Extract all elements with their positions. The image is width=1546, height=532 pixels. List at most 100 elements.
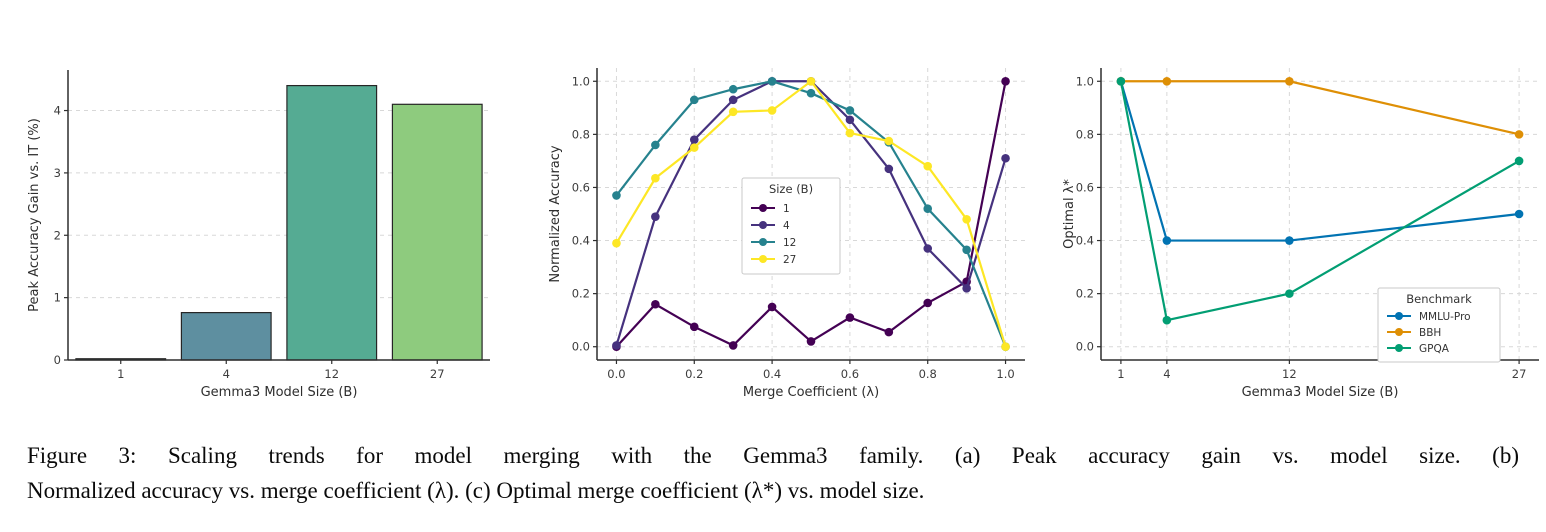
data-point-1 (806, 337, 816, 346)
data-point-12 (728, 84, 738, 94)
x-axis-label: Gemma3 Model Size (B) (201, 385, 358, 400)
legend-entry-label: 1 (783, 203, 790, 215)
caption-line-2: Normalized accuracy vs. merge coefficien… (27, 478, 925, 503)
data-point-1 (884, 327, 894, 337)
data-point-1 (845, 313, 855, 322)
legend-entry-label: MMLU-Pro (1419, 311, 1471, 323)
data-point-4 (962, 284, 971, 293)
legend-swatch-marker (1395, 344, 1403, 352)
y-tick-label: 0.0 (572, 340, 590, 354)
y-tick-label: 3 (54, 166, 61, 180)
x-tick-label: 0.2 (685, 367, 703, 381)
series (612, 76, 1010, 352)
y-tick-label: 0.6 (572, 180, 590, 194)
legend-swatch-marker (1395, 312, 1403, 320)
legend-swatch-marker (1395, 328, 1403, 336)
x-tick-label: 12 (324, 367, 339, 381)
y-tick-label: 2 (54, 228, 61, 242)
data-point-27 (767, 106, 777, 115)
data-point-4 (923, 244, 933, 253)
y-tick-label: 4 (54, 104, 61, 118)
data-point-12 (767, 76, 777, 86)
y-tick-label: 0.2 (572, 287, 590, 301)
figure-caption: Figure 3: Scaling trends for model mergi… (27, 438, 1519, 508)
data-point-1 (1001, 76, 1010, 86)
data-point-4 (651, 212, 660, 221)
data-point-GPQA (1162, 315, 1172, 325)
x-tick-label: 4 (223, 367, 230, 381)
data-point-GPQA (1116, 76, 1126, 86)
data-point-MMLU-Pro (1514, 209, 1524, 219)
data-point-12 (923, 204, 933, 213)
data-point-12 (612, 191, 621, 200)
bars (75, 84, 483, 361)
legend-box (741, 177, 841, 275)
y-tick-label: 0.4 (1076, 234, 1094, 248)
y-tick-label: 0.8 (1076, 127, 1094, 141)
data-point-27 (806, 76, 816, 86)
figure-3-panels: 1 4 12 27 0 1 2 3 4 Gemma3 Model Size (B) Peak Acc… (25, 48, 1546, 403)
data-point-27 (923, 161, 933, 171)
y-axis-label: Normalized Accuracy (548, 145, 563, 283)
data-point-12 (651, 140, 660, 150)
bar-size-27 (391, 103, 483, 361)
data-point-1 (689, 322, 699, 332)
data-point-27 (962, 215, 971, 224)
axes: 1 4 12 27 0.0 0.2 0.4 0.6 0.8 1.0 Gemma3 Model Siz… (1062, 68, 1539, 400)
series-line-BBH (1120, 80, 1520, 136)
axes: 0.0 0.2 0.4 0.6 0.8 1.0 0.0 0.2 0.4 0.6 0.8 1.0 Merg… (548, 68, 1025, 400)
x-tick-label: 4 (1163, 367, 1170, 381)
x-tick-label: 0.0 (607, 367, 625, 381)
data-point-1 (767, 302, 777, 312)
y-tick-label: 0.4 (572, 234, 590, 248)
legend-entry-label: 27 (783, 254, 796, 266)
y-axis-label: Optimal λ* (1062, 179, 1077, 249)
series-line-MMLU-Pro (1119, 80, 1520, 242)
legend-entry-label: 12 (783, 237, 796, 249)
y-tick-label: 0.0 (1076, 340, 1094, 354)
x-tick-label: 1 (1117, 367, 1124, 381)
x-tick-label: 27 (1512, 367, 1527, 381)
data-point-4 (612, 341, 621, 350)
y-tick-label: 1.0 (572, 74, 590, 88)
x-axis-label: Merge Coefficient (λ) (743, 385, 879, 400)
data-point-27 (884, 136, 894, 146)
y-tick-label: 0.8 (572, 127, 590, 141)
y-tick-label: 0 (54, 353, 61, 367)
y-tick-label: 0.2 (1076, 287, 1094, 301)
caption-line-1: Figure 3: Scaling trends for model mergi… (27, 443, 1519, 468)
bar-size-12 (286, 84, 378, 361)
data-point-12 (689, 95, 699, 105)
legend-entry-label: GPQA (1419, 343, 1450, 355)
chart-c-optimal-lambda-lines: 1 4 12 27 0.0 0.2 0.4 0.6 0.8 1.0 Gemma3 Model Siz… (1062, 68, 1539, 400)
legend-entry-label: 4 (783, 220, 790, 232)
data-point-27 (728, 107, 738, 117)
x-tick-label: 0.6 (841, 367, 859, 381)
data-point-MMLU-Pro (1285, 236, 1294, 245)
data-point-BBH (1514, 130, 1524, 139)
legend-box (1377, 287, 1501, 363)
x-axis-label: Gemma3 Model Size (B) (1242, 385, 1399, 400)
data-point-BBH (1285, 76, 1294, 86)
data-point-MMLU-Pro (1162, 236, 1172, 245)
x-tick-label: 12 (1282, 367, 1297, 381)
data-point-12 (806, 88, 816, 98)
legend-entry-label: BBH (1419, 327, 1441, 339)
y-tick-label: 1.0 (1076, 74, 1094, 88)
legend-title: Size (B) (769, 182, 813, 196)
data-point-4 (728, 95, 738, 105)
bar-size-4 (180, 312, 272, 361)
x-tick-label: 0.8 (919, 367, 937, 381)
data-point-27 (651, 173, 660, 183)
legend-swatch-marker (759, 255, 767, 263)
y-tick-label: 1 (54, 291, 61, 305)
data-point-27 (612, 238, 621, 248)
data-point-BBH (1162, 76, 1172, 86)
x-tick-label: 27 (430, 367, 445, 381)
data-point-GPQA (1285, 289, 1294, 298)
data-point-27 (1001, 342, 1010, 352)
data-point-27 (845, 128, 855, 138)
